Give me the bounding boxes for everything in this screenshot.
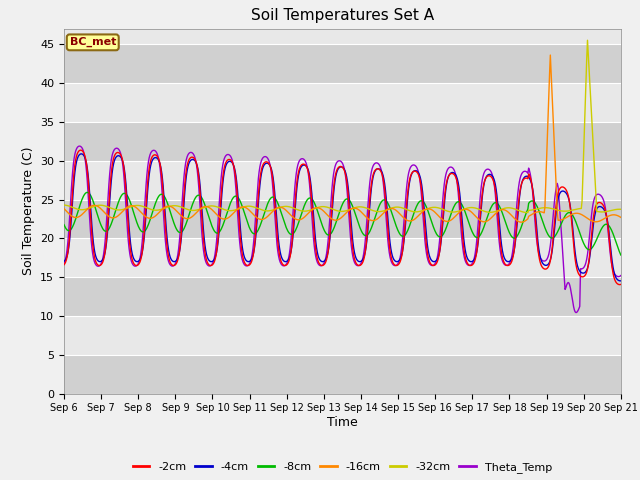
-4cm: [214, 239, 222, 244]
-8cm: [60, 222, 68, 228]
-16cm: [127, 203, 135, 209]
-16cm: [518, 219, 525, 225]
Theta_Temp: [60, 261, 68, 266]
-2cm: [411, 168, 419, 174]
-16cm: [547, 52, 554, 58]
-2cm: [214, 235, 222, 241]
-16cm: [70, 215, 78, 220]
-4cm: [411, 168, 419, 174]
-8cm: [214, 230, 222, 236]
-8cm: [83, 190, 91, 195]
Bar: [64, 122, 621, 161]
Theta_Temp: [411, 162, 419, 168]
-8cm: [617, 252, 625, 258]
Line: -4cm: -4cm: [64, 154, 621, 281]
-4cm: [77, 151, 85, 157]
-32cm: [584, 37, 591, 43]
-16cm: [410, 217, 418, 223]
Line: -2cm: -2cm: [64, 150, 621, 285]
-32cm: [214, 204, 221, 210]
-32cm: [410, 209, 418, 215]
X-axis label: Time: Time: [327, 416, 358, 429]
-2cm: [616, 282, 624, 288]
-32cm: [184, 207, 192, 213]
-32cm: [70, 205, 78, 211]
-8cm: [411, 208, 419, 214]
-4cm: [616, 278, 624, 284]
Bar: [64, 200, 621, 239]
Line: Theta_Temp: Theta_Temp: [64, 146, 621, 312]
-32cm: [60, 202, 68, 208]
-4cm: [60, 258, 68, 264]
-4cm: [185, 161, 193, 167]
Legend: -2cm, -4cm, -8cm, -16cm, -32cm, Theta_Temp: -2cm, -4cm, -8cm, -16cm, -32cm, Theta_Te…: [128, 457, 557, 477]
Theta_Temp: [185, 151, 193, 156]
-4cm: [617, 278, 625, 284]
-2cm: [60, 262, 68, 267]
-32cm: [617, 206, 625, 212]
-2cm: [185, 157, 193, 163]
Text: BC_met: BC_met: [70, 37, 116, 48]
-8cm: [128, 205, 136, 211]
Bar: [64, 277, 621, 316]
-16cm: [617, 215, 625, 220]
-2cm: [128, 256, 136, 262]
Line: -32cm: -32cm: [64, 40, 621, 213]
Line: -8cm: -8cm: [64, 192, 621, 255]
Y-axis label: Soil Temperature (C): Soil Temperature (C): [22, 147, 35, 276]
-2cm: [428, 262, 435, 267]
Bar: [64, 44, 621, 83]
Theta_Temp: [128, 260, 136, 266]
-16cm: [60, 206, 68, 212]
-8cm: [428, 217, 435, 223]
-4cm: [428, 257, 435, 263]
Theta_Temp: [214, 218, 222, 224]
Theta_Temp: [70, 156, 78, 162]
-16cm: [426, 206, 434, 212]
-2cm: [70, 169, 78, 175]
Theta_Temp: [617, 273, 625, 278]
-16cm: [214, 212, 221, 218]
Theta_Temp: [428, 263, 435, 268]
-16cm: [184, 216, 192, 222]
-2cm: [617, 282, 625, 288]
Theta_Temp: [76, 143, 83, 149]
Theta_Temp: [572, 310, 580, 315]
-32cm: [426, 205, 434, 211]
Bar: [64, 355, 621, 394]
-4cm: [70, 178, 78, 183]
Title: Soil Temperatures Set A: Soil Temperatures Set A: [251, 9, 434, 24]
-32cm: [127, 204, 135, 209]
-2cm: [77, 147, 85, 153]
-4cm: [128, 251, 136, 256]
-32cm: [524, 210, 531, 216]
-8cm: [185, 213, 193, 219]
Line: -16cm: -16cm: [64, 55, 621, 222]
-8cm: [70, 220, 78, 226]
